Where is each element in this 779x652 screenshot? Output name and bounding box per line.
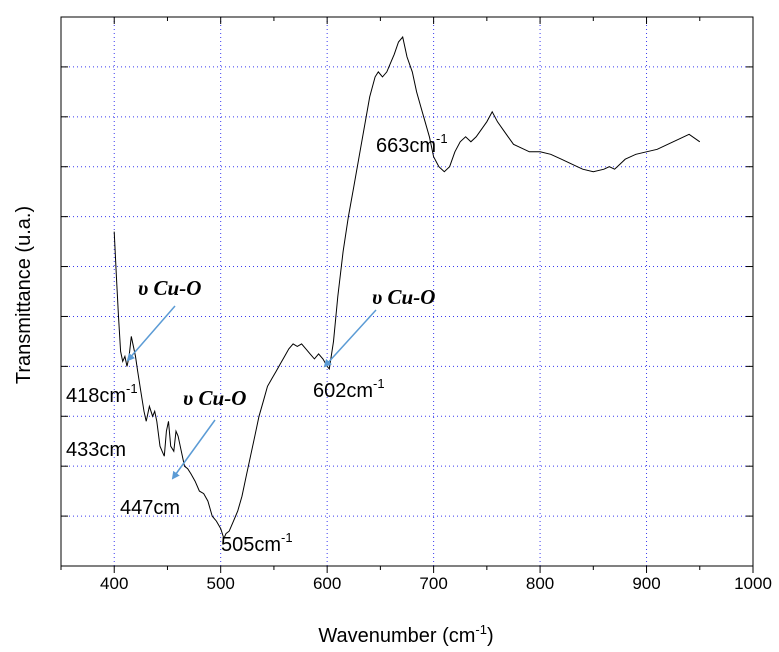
x-tick-label: 600	[313, 574, 341, 593]
x-tick-labels: 400 500 600 700 800 900 1000	[100, 574, 772, 593]
peak-label: 602cm-1	[313, 376, 385, 402]
annotation-arrow	[323, 309, 377, 368]
x-tick-label: 700	[419, 574, 447, 593]
annotation-label: υ Cu-O	[183, 386, 246, 410]
annotation-label: υ Cu-O	[138, 276, 201, 300]
x-axis-title-main: Wavenumber (cm	[318, 625, 475, 647]
plot-frame	[60, 16, 754, 567]
peak-label: 663cm-1	[376, 131, 448, 157]
axis-ticks	[60, 16, 754, 573]
peak-label: 447cm	[120, 497, 180, 519]
x-axis-title-sup: -1	[475, 622, 487, 637]
peak-label: 433cm	[66, 439, 126, 461]
x-tick-label: 1000	[734, 574, 772, 593]
annotation-arrow	[171, 419, 216, 480]
annotation-arrows	[126, 305, 377, 480]
annotation-label: υ Cu-O	[372, 285, 435, 309]
gridlines	[61, 17, 753, 566]
peak-labels: 418cm-1 433cm 447cm 505cm-1 602cm-1 663cm-1	[66, 131, 448, 556]
x-axis-title: Wavenumber (cm-1)	[318, 622, 493, 647]
x-tick-label: 500	[207, 574, 235, 593]
x-axis-title-suffix: )	[487, 625, 494, 647]
x-tick-label: 800	[526, 574, 554, 593]
series-line	[113, 35, 701, 540]
y-axis-title: Transmittance (u.a.)	[13, 206, 35, 384]
x-tick-label: 900	[632, 574, 660, 593]
peak-label: 418cm-1	[66, 381, 138, 407]
x-tick-label: 400	[100, 574, 128, 593]
annotation-arrow	[126, 305, 176, 362]
annotations: υ Cu-O υ Cu-O υ Cu-O	[138, 276, 435, 410]
peak-label: 505cm-1	[221, 530, 293, 556]
